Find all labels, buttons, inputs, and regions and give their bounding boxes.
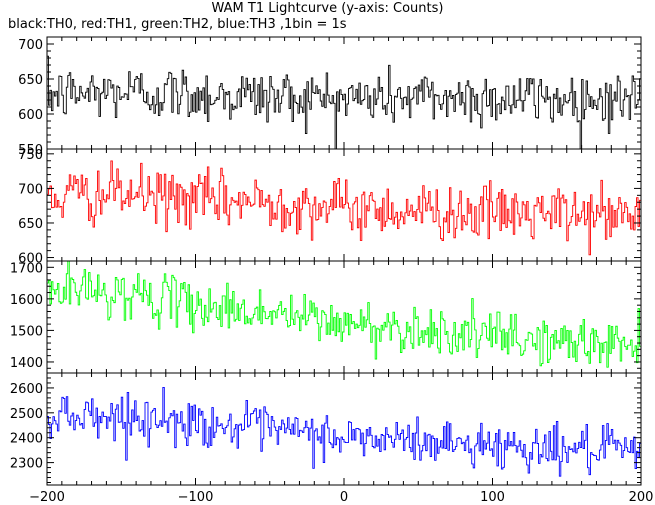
y-tick-label: 650 bbox=[18, 217, 43, 232]
y-tick-label: 1600 bbox=[10, 293, 43, 308]
series-th3 bbox=[47, 387, 641, 477]
panel-frame-1 bbox=[46, 36, 642, 150]
chart-subtitle: black:TH0, red:TH1, green:TH2, blue:TH3 … bbox=[8, 17, 347, 32]
x-tick-label: 100 bbox=[480, 490, 505, 505]
panel-frame-4 bbox=[46, 372, 642, 486]
y-tick-label: 1400 bbox=[10, 356, 43, 371]
y-tick-label: 600 bbox=[18, 108, 43, 123]
series-th0 bbox=[47, 55, 641, 150]
y-tick-label: 2300 bbox=[10, 457, 43, 472]
y-tick-label: 600 bbox=[18, 252, 43, 267]
y-tick-label: 750 bbox=[18, 148, 43, 163]
y-tick-label: 2500 bbox=[10, 407, 43, 422]
chart-title: WAM T1 Lightcurve (y-axis: Counts) bbox=[211, 1, 444, 16]
y-tick-label: 1700 bbox=[10, 261, 43, 276]
series-th1 bbox=[47, 160, 641, 256]
y-tick-label: 700 bbox=[18, 38, 43, 53]
x-tick-label: −100 bbox=[178, 490, 214, 505]
y-tick-label: 650 bbox=[18, 73, 43, 88]
x-tick-label: 0 bbox=[340, 490, 348, 505]
y-tick-label: 700 bbox=[18, 182, 43, 197]
series-th2 bbox=[47, 260, 641, 368]
y-tick-label: 2400 bbox=[10, 432, 43, 447]
y-tick-label: 1500 bbox=[10, 324, 43, 339]
x-tick-label: 200 bbox=[629, 490, 654, 505]
y-tick-label: 2600 bbox=[10, 382, 43, 397]
x-tick-label: −200 bbox=[29, 490, 65, 505]
y-tick-label: 550 bbox=[18, 143, 43, 158]
